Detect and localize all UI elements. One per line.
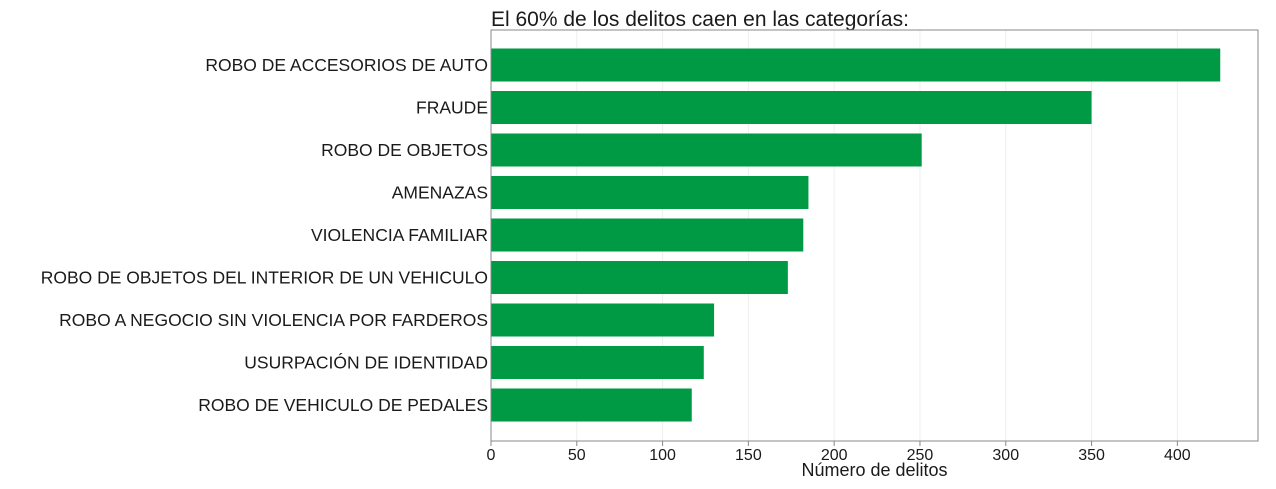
chart-title: El 60% de los delitos caen en las catego…: [491, 8, 909, 31]
category-label: ROBO DE VEHICULO DE PEDALES: [198, 395, 488, 415]
category-label: VIOLENCIA FAMILIAR: [311, 225, 488, 245]
bar: [491, 388, 692, 422]
x-axis-ticks: 0 50 100 150 200 250 300 350 400: [487, 441, 1191, 464]
bar: [491, 176, 809, 209]
bar: [491, 261, 788, 294]
bar: [491, 133, 922, 167]
bar: [491, 218, 804, 252]
x-tick-label: 350: [1078, 447, 1105, 464]
category-label: ROBO DE OBJETOS: [321, 140, 488, 160]
x-tick-label: 250: [907, 447, 934, 464]
x-tick-label: 50: [568, 447, 586, 464]
plot-frame: [490, 29, 1259, 442]
category-labels: ROBO DE ACCESORIOS DE AUTO FRAUDE ROBO DE …: [41, 55, 488, 415]
x-tick-label: 400: [1164, 447, 1191, 464]
x-tick-label: 0: [487, 447, 496, 464]
category-label: USURPACIÓN DE IDENTIDAD: [244, 352, 488, 373]
category-label: AMENAZAS: [392, 183, 488, 203]
bar: [491, 91, 1092, 124]
bar: [491, 48, 1221, 82]
x-tick-label: 150: [735, 447, 762, 464]
bars: [491, 48, 1221, 422]
x-tick-label: 200: [821, 447, 848, 464]
category-label: ROBO DE ACCESORIOS DE AUTO: [205, 55, 488, 75]
category-label: ROBO A NEGOCIO SIN VIOLENCIA POR FARDERO…: [59, 310, 488, 330]
bar: [491, 346, 704, 379]
category-label: FRAUDE: [416, 98, 488, 118]
x-tick-label: 300: [992, 447, 1019, 464]
x-axis-title: Número de delitos: [801, 460, 947, 480]
bar: [491, 303, 715, 337]
category-label: ROBO DE OBJETOS DEL INTERIOR DE UN VEHIC…: [41, 268, 488, 288]
x-tick-label: 100: [649, 447, 676, 464]
